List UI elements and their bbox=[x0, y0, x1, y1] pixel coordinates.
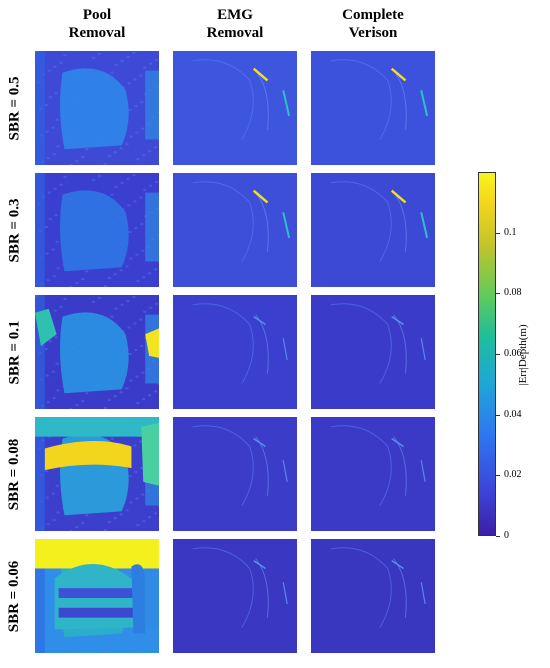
error-map-panel bbox=[310, 416, 436, 532]
error-map-panel bbox=[172, 538, 298, 654]
error-map-panel bbox=[310, 172, 436, 288]
error-map-panel bbox=[34, 538, 160, 654]
colorbar-tick bbox=[496, 414, 500, 416]
row-label-sbr-0-5: SBR = 0.5 bbox=[6, 76, 23, 140]
colorbar-tick-label: 0.06 bbox=[504, 348, 522, 359]
column-header-complete-version: Complete Verison bbox=[342, 7, 404, 41]
colorbar-tick-label: 0 bbox=[504, 530, 509, 541]
colorbar-gradient bbox=[478, 172, 496, 536]
error-map-panel bbox=[34, 416, 160, 532]
colorbar-label: |Err|Depth(m) bbox=[517, 324, 529, 386]
colorbar-tick bbox=[496, 354, 500, 355]
error-map-panel bbox=[172, 294, 298, 410]
error-map-panel bbox=[310, 294, 436, 410]
row-label-sbr-0-06: SBR = 0.06 bbox=[6, 560, 23, 632]
row-label-sbr-0-1: SBR = 0.1 bbox=[6, 320, 23, 384]
error-map-panel bbox=[34, 50, 160, 166]
error-map-panel bbox=[34, 172, 160, 288]
error-map-panel bbox=[172, 416, 298, 532]
error-map-panel bbox=[34, 294, 160, 410]
error-map-panel bbox=[172, 172, 298, 288]
row-label-sbr-0-3: SBR = 0.3 bbox=[6, 198, 23, 262]
colorbar-tick-label: 0.02 bbox=[504, 469, 522, 481]
error-map-panel bbox=[310, 50, 436, 166]
colorbar-tick bbox=[496, 536, 500, 537]
column-header-emg-removal: EMG Removal bbox=[206, 7, 264, 41]
colorbar-tick bbox=[496, 293, 500, 295]
colorbar-tick-label: 0.1 bbox=[504, 226, 517, 238]
error-map-panel bbox=[172, 50, 298, 166]
row-label-sbr-0-08: SBR = 0.08 bbox=[6, 438, 23, 510]
colorbar-tick-label: 0.08 bbox=[504, 287, 522, 299]
colorbar-tick bbox=[496, 232, 500, 234]
colorbar-tick bbox=[496, 475, 500, 477]
colorbar-tick-label: 0.04 bbox=[504, 408, 522, 420]
column-header-pool-removal: Pool Removal bbox=[68, 7, 126, 41]
error-map-panel bbox=[310, 538, 436, 654]
